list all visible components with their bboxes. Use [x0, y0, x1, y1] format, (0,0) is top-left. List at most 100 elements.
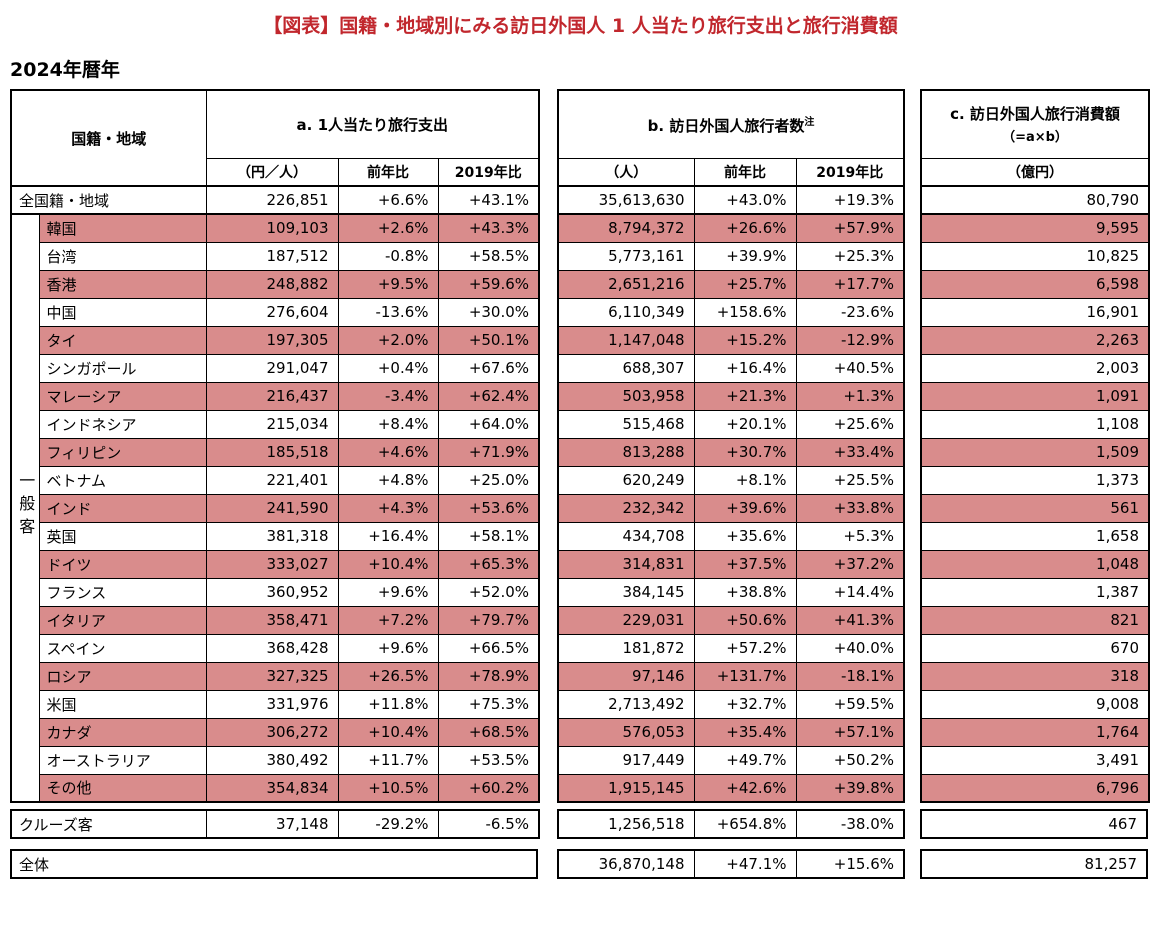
cell: +50.6% — [693, 605, 797, 635]
cell: +79.7% — [437, 605, 540, 635]
cell: +66.5% — [437, 633, 540, 663]
table-row: カナダ 306,272 +10.4% +68.5% — [11, 717, 540, 747]
cell: +25.5% — [795, 465, 905, 495]
table-row: 181,872 +57.2% +40.0% — [557, 633, 905, 663]
year-label: 2024年暦年 — [10, 59, 120, 81]
table-row: 10,825 — [920, 241, 1150, 271]
table-row: 8,794,372 +26.6% +57.9% — [557, 213, 905, 243]
table-row: 688,307 +16.4% +40.5% — [557, 353, 905, 383]
table-row: ドイツ 333,027 +10.4% +65.3% — [11, 549, 540, 579]
cell: -38.0% — [795, 809, 905, 839]
cell: 354,834 — [205, 773, 339, 803]
cell: +10.5% — [337, 773, 439, 803]
cell: 1,108 — [920, 409, 1150, 439]
cell: +53.5% — [437, 745, 540, 775]
cell: +68.5% — [437, 717, 540, 747]
table-row: 1,658 — [920, 521, 1150, 551]
cell: 1,658 — [920, 521, 1150, 551]
cell: 米国 — [38, 689, 207, 719]
cell: 37,148 — [205, 809, 339, 839]
cell: +62.4% — [437, 381, 540, 411]
table-row: 2,263 — [920, 325, 1150, 355]
cell: +32.7% — [693, 689, 797, 719]
table-layout: 国籍・地域 a. 1人当たり旅行支出 （円／人） 前年比 2019年比 全国籍・… — [10, 89, 1161, 879]
cell: +10.4% — [337, 549, 439, 579]
cell: カナダ — [38, 717, 207, 747]
cell: 全国籍・地域 — [10, 185, 207, 215]
cell: 全体 — [10, 849, 538, 879]
cell: 917,449 — [557, 745, 695, 775]
table-row: 80,790 — [920, 185, 1150, 215]
cell: +5.3% — [795, 521, 905, 551]
table-row: 318 — [920, 661, 1150, 691]
table-row: 1,764 — [920, 717, 1150, 747]
cell: +9.6% — [337, 577, 439, 607]
section-b-title: b. 訪日外国人旅行者数注 — [557, 89, 905, 159]
section-c-subtitle: （=a×b） — [1002, 130, 1068, 146]
right-total-table: 81,257 — [920, 849, 1148, 879]
cell: 1,147,048 — [557, 325, 695, 355]
table-row: スペイン 368,428 +9.6% +66.5% — [11, 633, 540, 663]
table-row: オーストラリア 380,492 +11.7% +53.5% — [11, 745, 540, 775]
table-row: インドネシア 215,034 +8.4% +64.0% — [11, 409, 540, 439]
table-row: 全国籍・地域 226,851 +6.6% +43.1% — [10, 185, 540, 215]
cell: 216,437 — [205, 381, 339, 411]
cell: 中国 — [38, 297, 207, 327]
cell: 1,048 — [920, 549, 1150, 579]
cell: 467 — [920, 809, 1148, 839]
left-table-body: 全国籍・地域 226,851 +6.6% +43.1% 一般客 韓国 109,103 +2.6… — [10, 185, 540, 803]
table-row: 中国 276,604 -13.6% +30.0% — [11, 297, 540, 327]
cell: 358,471 — [205, 605, 339, 635]
cell: +654.8% — [693, 809, 797, 839]
cell: +9.5% — [337, 269, 439, 299]
table-row: 813,288 +30.7% +33.4% — [557, 437, 905, 467]
cell: +42.6% — [693, 773, 797, 803]
table-row: 232,342 +39.6% +33.8% — [557, 493, 905, 523]
column-header-b-yoy: 前年比 — [693, 157, 797, 187]
right-table-body: 80,790 9,595 10,825 6,598 16,901 2,263 2,003 1,… — [920, 185, 1150, 803]
cell: +0.4% — [337, 353, 439, 383]
cell: 576,053 — [557, 717, 695, 747]
right-cruise-table: 467 — [920, 809, 1148, 839]
cell: 380,492 — [205, 745, 339, 775]
cell: +131.7% — [693, 661, 797, 691]
table-row: 503,958 +21.3% +1.3% — [557, 381, 905, 411]
cell: +49.7% — [693, 745, 797, 775]
cell: 670 — [920, 633, 1150, 663]
table-row: 2,003 — [920, 353, 1150, 383]
cell: +58.5% — [437, 241, 540, 271]
cell: 248,882 — [205, 269, 339, 299]
table-row: 3,491 — [920, 745, 1150, 775]
cell: イタリア — [38, 605, 207, 635]
cell: +10.4% — [337, 717, 439, 747]
table-row: 229,031 +50.6% +41.3% — [557, 605, 905, 635]
table-row: 16,901 — [920, 297, 1150, 327]
table-row: 620,249 +8.1% +25.5% — [557, 465, 905, 495]
cell: +15.6% — [795, 849, 905, 879]
cell: 229,031 — [557, 605, 695, 635]
cell: 6,110,349 — [557, 297, 695, 327]
cell: +33.4% — [795, 437, 905, 467]
cell: +39.8% — [795, 773, 905, 803]
cell: +41.3% — [795, 605, 905, 635]
cell: +8.4% — [337, 409, 439, 439]
cell: 韓国 — [38, 213, 207, 243]
cell: 276,604 — [205, 297, 339, 327]
cell: 8,794,372 — [557, 213, 695, 243]
table-row: 36,870,148 +47.1% +15.6% — [557, 849, 905, 879]
cell: 821 — [920, 605, 1150, 635]
cell: +59.5% — [795, 689, 905, 719]
table-row: 1,256,518 +654.8% -38.0% — [557, 809, 905, 839]
left-cruise-table: クルーズ客 37,148 -29.2% -6.5% — [10, 809, 540, 839]
cell: 5,773,161 — [557, 241, 695, 271]
cell: +25.0% — [437, 465, 540, 495]
cell: 241,590 — [205, 493, 339, 523]
cell: 232,342 — [557, 493, 695, 523]
table-row: 1,108 — [920, 409, 1150, 439]
table-row: フィリピン 185,518 +4.6% +71.9% — [11, 437, 540, 467]
table-row: 917,449 +49.7% +50.2% — [557, 745, 905, 775]
cell: +7.2% — [337, 605, 439, 635]
middle-total-table: 36,870,148 +47.1% +15.6% — [557, 849, 905, 879]
cell: 1,373 — [920, 465, 1150, 495]
cell: +25.6% — [795, 409, 905, 439]
